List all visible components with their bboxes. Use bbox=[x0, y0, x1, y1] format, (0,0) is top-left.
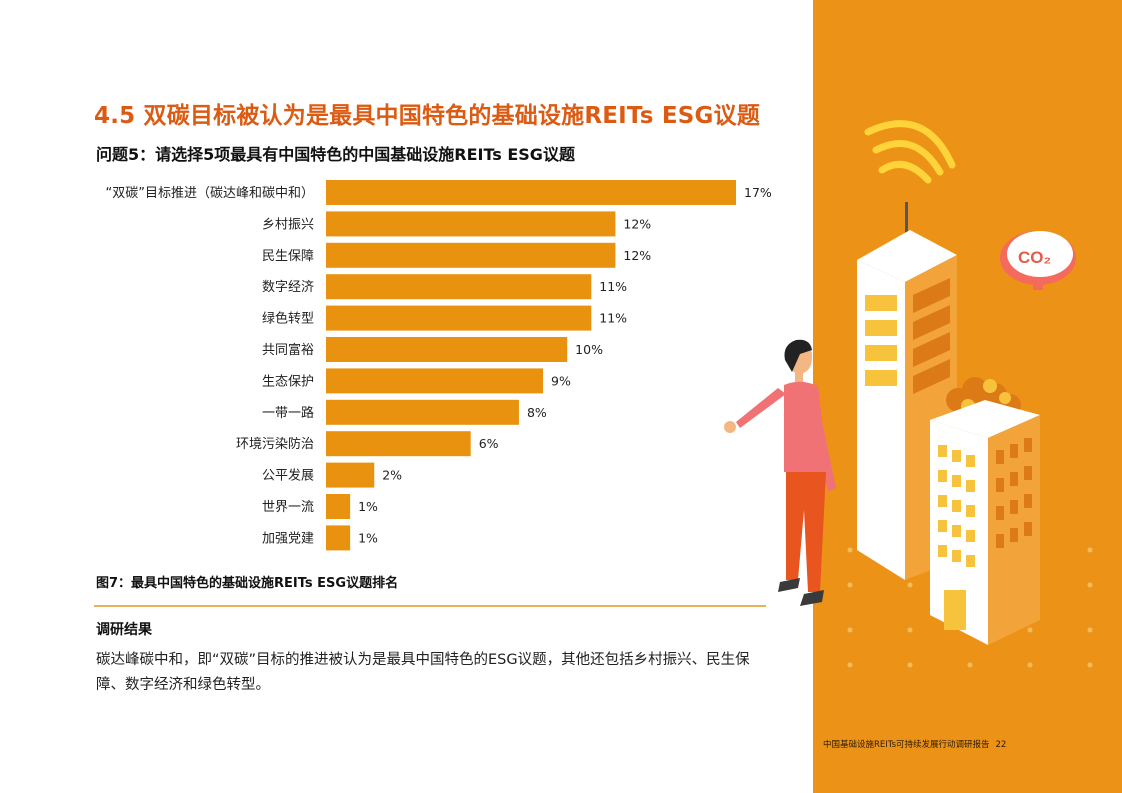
page-number: 22 bbox=[995, 740, 1007, 750]
bar-category-label: 生态保护 bbox=[262, 374, 314, 389]
bar bbox=[326, 525, 351, 551]
bar-category-label: 一带一路 bbox=[262, 405, 314, 421]
bar-value-label: 12% bbox=[623, 216, 651, 231]
bar-value-label: 11% bbox=[599, 311, 627, 326]
survey-question: 问题5：请选择5项最具有中国特色的中国基础设施REITs ESG议题 bbox=[96, 145, 575, 164]
bar-value-label: 10% bbox=[575, 342, 603, 357]
bar bbox=[326, 180, 736, 205]
presenter-figure bbox=[724, 339, 836, 606]
bar-category-label: 数字经济 bbox=[262, 280, 314, 295]
bar-category-label: 环境污染防治 bbox=[236, 436, 314, 452]
bar bbox=[326, 399, 519, 425]
page-footer: 中国基础设施REITs可持续发展行动调研报告 22 bbox=[823, 738, 1006, 750]
antenna bbox=[905, 202, 908, 242]
bar bbox=[326, 211, 616, 237]
bar-value-label: 12% bbox=[623, 248, 651, 263]
bar-value-label: 17% bbox=[744, 185, 772, 200]
section-title: 4.5 双碳目标被认为是最具中国特色的基础设施REITs ESG议题 bbox=[94, 103, 761, 129]
co2-cloud-icon: CO₂ bbox=[1000, 231, 1076, 290]
bar-category-label: 乡村振兴 bbox=[262, 217, 314, 232]
bar-value-label: 11% bbox=[599, 279, 627, 294]
tall-building bbox=[857, 230, 957, 580]
figure-caption: 图7：最具中国特色的基础设施REITs ESG议题排名 bbox=[96, 576, 399, 591]
short-building bbox=[930, 377, 1040, 645]
bar-category-label: 公平发展 bbox=[262, 468, 314, 484]
signal-wave-icon bbox=[864, 120, 956, 184]
results-heading: 调研结果 bbox=[96, 622, 152, 638]
divider-line bbox=[94, 605, 766, 607]
bar-value-label: 2% bbox=[382, 468, 402, 483]
bar bbox=[326, 305, 592, 331]
results-text: 碳达峰碳中和，即“双碳”目标的推进被认为是最具中国特色的ESG议题，其他还包括乡… bbox=[96, 652, 750, 693]
bar-value-label: 1% bbox=[358, 499, 378, 514]
bar-category-label: 加强党建 bbox=[262, 531, 314, 546]
bar-value-label: 9% bbox=[551, 373, 571, 388]
bar bbox=[326, 494, 351, 519]
bar-value-label: 6% bbox=[479, 436, 499, 451]
bar bbox=[326, 242, 616, 268]
co2-label: CO₂ bbox=[1018, 248, 1051, 267]
bar-value-label: 1% bbox=[358, 530, 378, 545]
bar-value-label: 8% bbox=[527, 405, 547, 420]
bar-category-label: 民生保障 bbox=[262, 249, 314, 264]
bar bbox=[326, 462, 375, 488]
esg-topic-bar-chart: “双碳”目标推进（碳达峰和碳中和） 17% 乡村振兴 12% 民生保障 12% 数字经济 11… bbox=[106, 180, 772, 551]
bar-category-label: 共同富裕 bbox=[262, 342, 314, 358]
bar bbox=[326, 368, 544, 394]
footer-report-title: 中国基础设施REITs可持续发展行动调研报告 bbox=[823, 740, 990, 750]
bar-category-label: “双碳”目标推进（碳达峰和碳中和） bbox=[106, 186, 314, 201]
bar bbox=[326, 337, 568, 362]
city-illustration: CO₂ bbox=[724, 120, 1093, 668]
bar bbox=[326, 431, 471, 457]
bar-category-label: 绿色转型 bbox=[262, 311, 314, 327]
bar-category-label: 世界一流 bbox=[262, 500, 314, 515]
bar bbox=[326, 274, 592, 300]
